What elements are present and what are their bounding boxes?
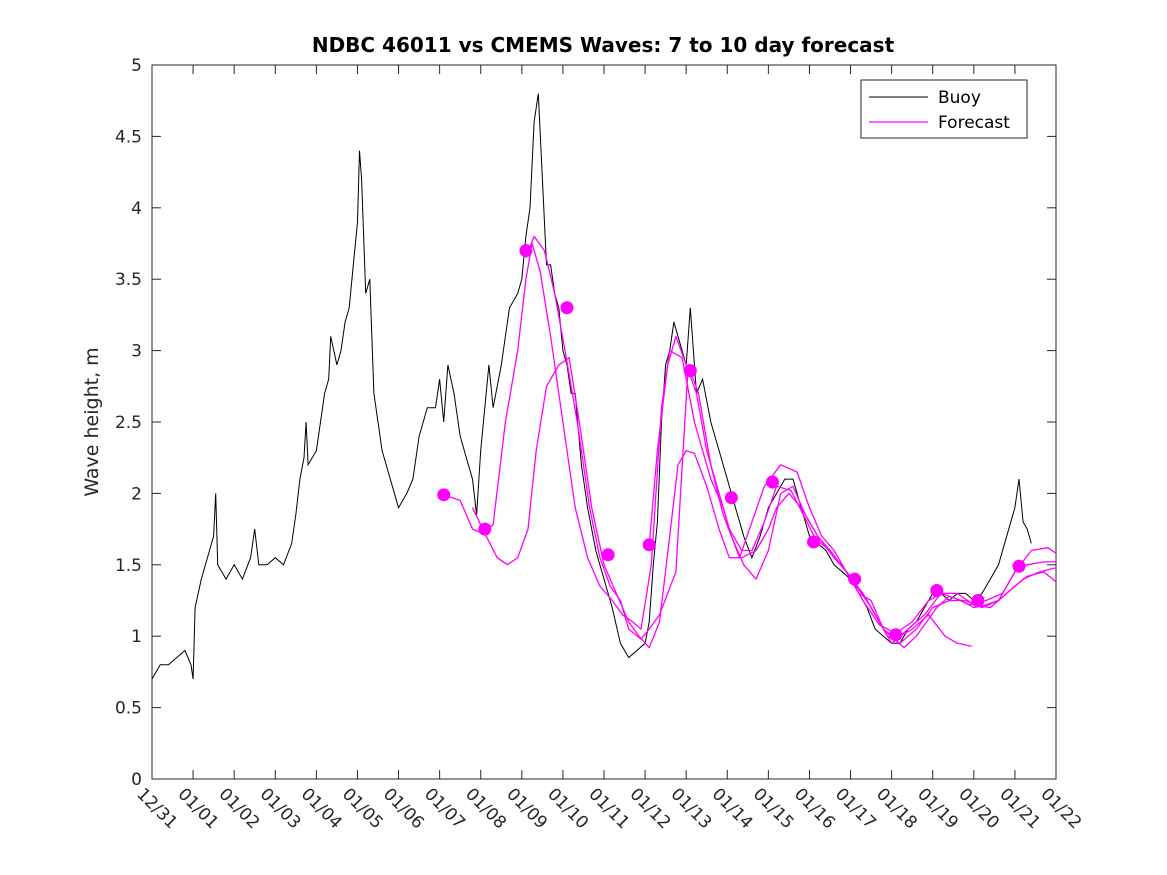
y-tick-label: 0.5	[115, 699, 142, 719]
x-tick-label: 01/18	[872, 784, 921, 833]
y-tick-label: 5	[131, 56, 142, 76]
legend-forecast-label: Forecast	[938, 113, 1010, 133]
x-tick-label: 01/16	[790, 784, 839, 833]
plot-frame	[151, 64, 1057, 780]
x-tick-label: 01/12	[626, 784, 675, 833]
y-tick-label: 2.5	[115, 413, 142, 433]
legend: Buoy Forecast	[860, 79, 1028, 139]
forecast-marker	[765, 475, 779, 489]
y-tick-label: 0	[131, 770, 142, 790]
legend-buoy-label: Buoy	[938, 88, 981, 108]
x-tick-label: 01/22	[1036, 784, 1085, 833]
forecast-series-line	[471, 357, 1057, 649]
x-tick-label: 01/13	[667, 784, 716, 833]
forecast-marker	[930, 584, 944, 598]
forecast-marker	[601, 548, 615, 562]
x-tick-label: 01/05	[338, 784, 387, 833]
y-tick-label: 1	[131, 627, 142, 647]
x-tick-label: 01/19	[913, 784, 962, 833]
x-tick-label: 01/03	[256, 784, 305, 833]
x-tick-label: 01/17	[831, 784, 880, 833]
y-axis-label: Wave height, m	[81, 347, 103, 496]
y-tick-label: 4	[131, 199, 142, 219]
x-tick-label: 01/20	[954, 784, 1003, 833]
y-tick-label: 2	[131, 484, 142, 504]
x-tick-label: 01/08	[461, 784, 510, 833]
x-tick-label: 01/10	[543, 784, 592, 833]
forecast-marker	[519, 244, 533, 258]
plot-area: 12/3101/0101/0201/0301/0401/0501/0601/07…	[115, 56, 1085, 833]
x-tick-label: 01/11	[584, 784, 633, 833]
y-tick-label: 3	[131, 342, 142, 362]
y-tick-label: 4.5	[115, 127, 142, 147]
forecast-marker	[889, 628, 903, 642]
x-tick-label: 01/14	[708, 784, 757, 833]
chart-title: NDBC 46011 vs CMEMS Waves: 7 to 10 day f…	[312, 33, 895, 57]
y-tick-label: 1.5	[115, 556, 142, 576]
forecast-marker	[642, 538, 656, 552]
forecast-marker	[848, 572, 862, 586]
marker-layer	[437, 244, 1026, 642]
x-tick-label: 01/07	[420, 784, 469, 833]
x-tick-label: 12/31	[132, 784, 181, 833]
forecast-marker	[971, 594, 985, 607]
forecast-marker	[478, 522, 492, 536]
x-tick-label: 01/02	[215, 784, 264, 833]
legend-box	[860, 79, 1028, 139]
x-tick-label: 01/04	[297, 784, 346, 833]
forecast-marker	[437, 488, 451, 502]
y-tick-label: 3.5	[115, 270, 142, 290]
forecast-marker	[1012, 559, 1026, 573]
forecast-marker	[724, 491, 738, 505]
x-tick-label: 01/01	[174, 784, 223, 833]
x-tick-label: 01/06	[379, 784, 428, 833]
x-tick-label: 01/15	[749, 784, 798, 833]
forecast-marker	[807, 535, 821, 549]
x-tick-label: 01/09	[502, 784, 551, 833]
x-tick-label: 01/21	[995, 784, 1044, 833]
forecast-marker	[560, 301, 574, 315]
forecast-marker	[683, 364, 697, 378]
